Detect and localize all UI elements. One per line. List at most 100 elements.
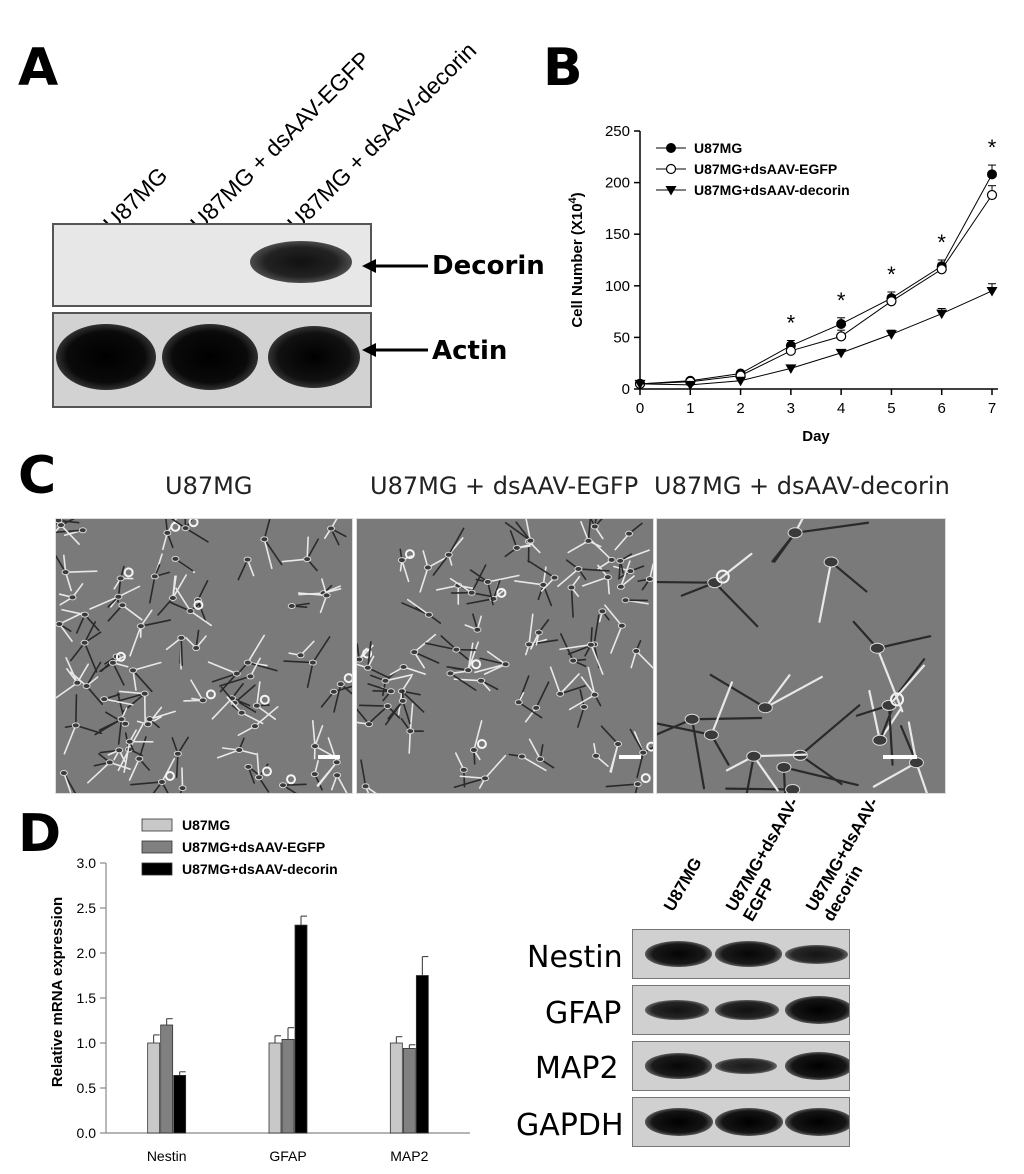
micrograph-title: U87MG + dsAAV-decorin bbox=[654, 472, 950, 500]
cell-process bbox=[528, 738, 542, 760]
cell-process bbox=[580, 520, 590, 542]
cell-process bbox=[432, 553, 450, 576]
cell-body bbox=[703, 729, 719, 741]
rounded-cell bbox=[471, 659, 482, 670]
rounded-cell bbox=[715, 569, 730, 584]
cell-process bbox=[98, 718, 123, 731]
cell-process bbox=[752, 755, 779, 792]
cell-body bbox=[645, 576, 653, 583]
cell-body bbox=[118, 602, 127, 609]
cell-process bbox=[132, 661, 162, 672]
cell-process bbox=[635, 650, 653, 669]
cell-process bbox=[484, 754, 507, 780]
cell-body bbox=[178, 785, 187, 792]
cell-body bbox=[80, 611, 89, 618]
gfap-row-label: GFAP bbox=[545, 996, 622, 1031]
cell-body bbox=[336, 681, 345, 688]
cell-body bbox=[477, 677, 486, 684]
cell-process bbox=[619, 549, 650, 562]
cell-process bbox=[521, 755, 547, 772]
cell-body bbox=[908, 757, 924, 769]
y-tick-label: 250 bbox=[605, 123, 630, 140]
cell-body bbox=[592, 752, 601, 759]
cell-body bbox=[71, 722, 80, 729]
cell-process bbox=[419, 566, 429, 593]
cell-process bbox=[89, 595, 120, 610]
legend-swatch bbox=[141, 840, 173, 854]
cell-process bbox=[117, 718, 123, 745]
rounded-cell bbox=[115, 651, 126, 662]
cell-process bbox=[58, 611, 84, 625]
x-tick-label: 1 bbox=[686, 400, 694, 417]
cell-process bbox=[157, 597, 174, 616]
cell-body bbox=[616, 557, 625, 564]
cell-process bbox=[74, 693, 78, 727]
data-point bbox=[936, 309, 948, 320]
cell-process bbox=[593, 614, 600, 646]
cell-body bbox=[303, 556, 312, 563]
cell-body bbox=[232, 670, 241, 677]
y-tick-label: 0.5 bbox=[77, 1080, 97, 1096]
cell-body bbox=[397, 557, 406, 564]
cell-process bbox=[58, 623, 73, 642]
cell-process bbox=[466, 598, 495, 605]
wb-band bbox=[715, 1108, 783, 1136]
cell-body bbox=[423, 564, 432, 571]
cell-body bbox=[625, 530, 634, 537]
data-point bbox=[986, 189, 998, 201]
wb-band bbox=[645, 1000, 709, 1020]
x-tick-label: 5 bbox=[887, 400, 895, 417]
cell-process bbox=[330, 519, 338, 530]
cell-process bbox=[549, 666, 562, 695]
cell-process bbox=[413, 633, 437, 653]
cell-body bbox=[526, 537, 535, 544]
cell-process bbox=[370, 705, 389, 723]
y-tick-label: 50 bbox=[613, 329, 630, 346]
data-point bbox=[785, 364, 797, 374]
cell-process bbox=[793, 521, 870, 534]
actin-band bbox=[268, 326, 360, 388]
cell-process bbox=[297, 592, 328, 597]
cell-body bbox=[424, 611, 433, 618]
panel-d-mrna-chart: 0.0 0.5 1.0 1.5 2.0 2.5 3.0 Relative mRNA expre… bbox=[49, 817, 470, 1164]
gapdh-row-label: GAPDH bbox=[516, 1108, 624, 1143]
cell-body bbox=[785, 783, 801, 793]
cell-process bbox=[166, 519, 178, 534]
rounded-cell bbox=[496, 587, 507, 598]
cell-process bbox=[610, 743, 619, 773]
cell-body bbox=[310, 743, 319, 750]
cell-process bbox=[406, 598, 430, 616]
cell-process bbox=[74, 724, 103, 735]
cell-body bbox=[580, 703, 589, 710]
cell-body bbox=[481, 775, 490, 782]
cell-body bbox=[363, 664, 372, 671]
cell-process bbox=[492, 579, 501, 600]
cell-body bbox=[73, 679, 82, 686]
lane-label: U87MG + dsAAV-decorin bbox=[282, 37, 482, 237]
cell-process bbox=[594, 519, 597, 528]
y-tick-label: 200 bbox=[605, 175, 630, 192]
cell-body bbox=[464, 667, 473, 674]
cell-process bbox=[332, 685, 352, 693]
cell-body bbox=[584, 537, 593, 544]
rounded-cell bbox=[890, 692, 905, 707]
x-tick-label: GFAP bbox=[269, 1148, 306, 1164]
cell-process bbox=[138, 736, 147, 760]
cell-process bbox=[725, 787, 794, 791]
cell-process bbox=[246, 634, 265, 664]
y-tick-label: 2.5 bbox=[77, 900, 97, 916]
cell-process bbox=[83, 641, 98, 673]
panel-letter-b: B bbox=[543, 38, 583, 98]
wb-band bbox=[785, 996, 849, 1024]
cell-body bbox=[287, 602, 296, 609]
cell-process bbox=[211, 672, 238, 683]
cell-body bbox=[82, 683, 91, 690]
series-group bbox=[634, 185, 998, 389]
cell-body bbox=[383, 703, 392, 710]
x-tick-label: 6 bbox=[938, 400, 946, 417]
panel-letter-c: C bbox=[18, 446, 57, 506]
data-point bbox=[886, 296, 897, 307]
cell-body bbox=[633, 781, 642, 788]
wb-lane-text: U87MG+dsAAV- EGFP bbox=[722, 794, 803, 925]
cell-process bbox=[587, 519, 592, 542]
